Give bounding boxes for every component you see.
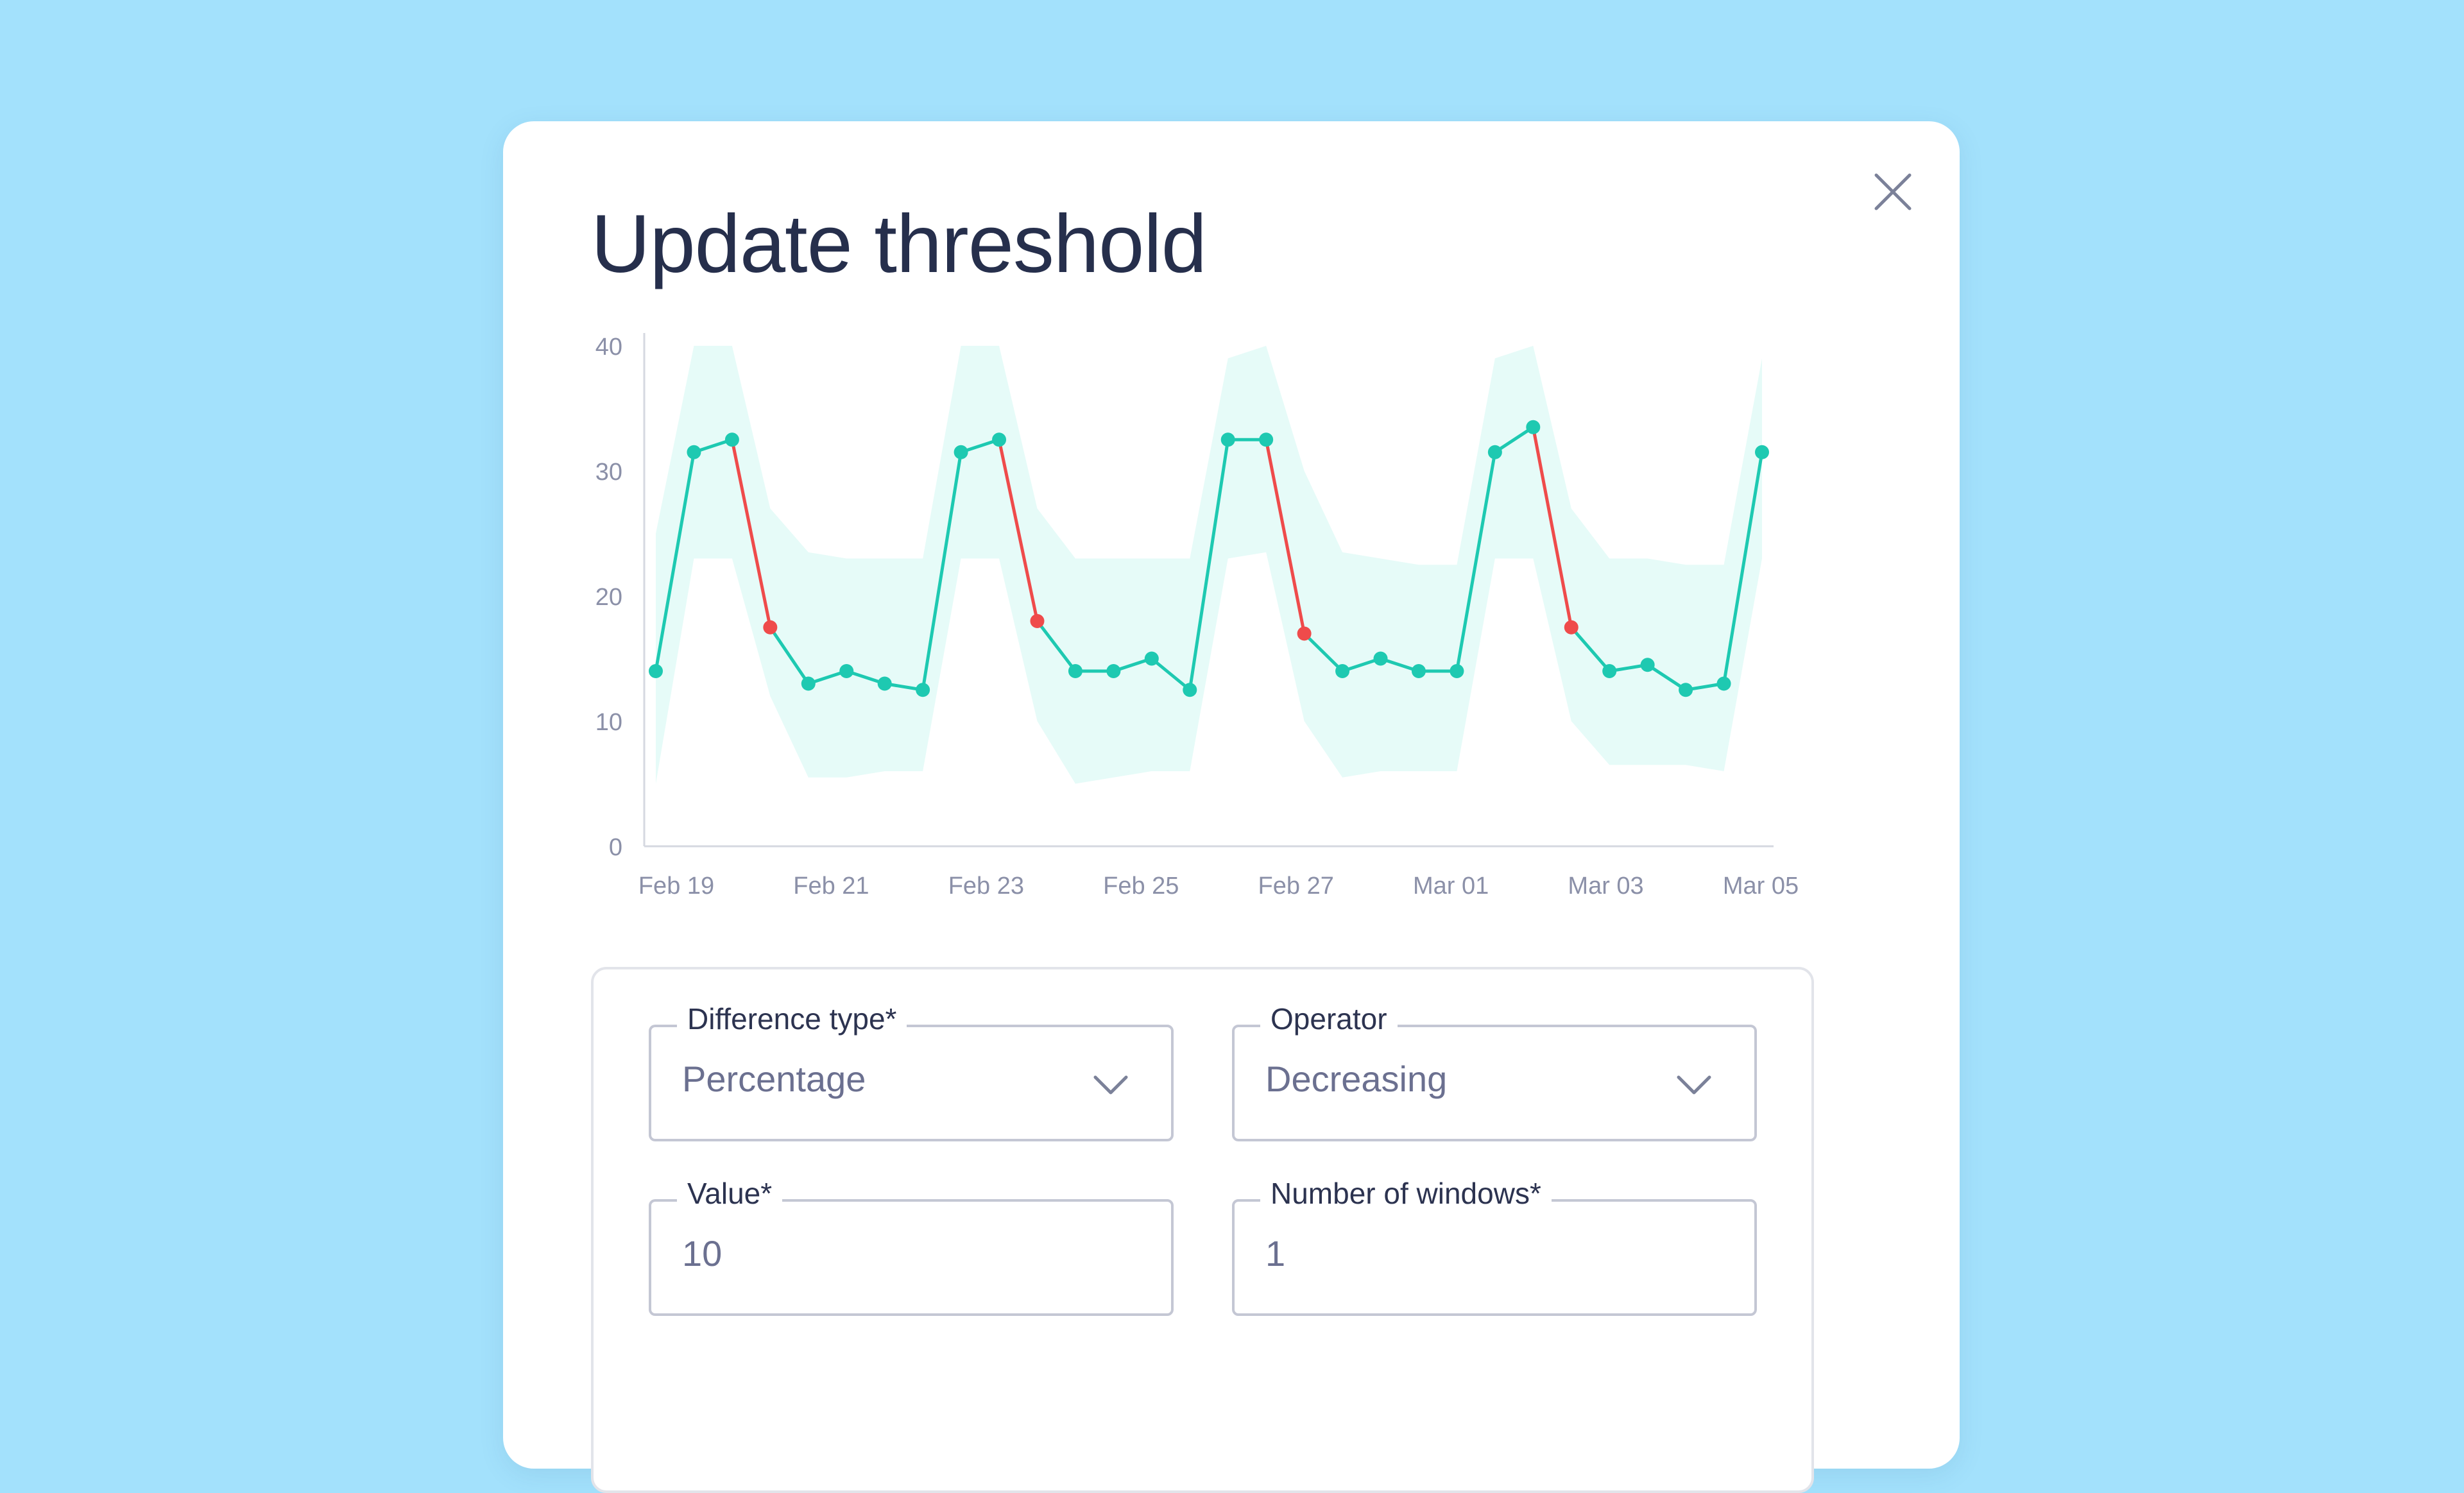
y-tick-label: 20	[595, 584, 622, 611]
x-tick-label: Feb 27	[1258, 873, 1334, 900]
threshold-chart: 40 30 20 10 0 Feb 19 Feb 21 Feb 23 Feb 25 Feb 27 M…	[595, 333, 1799, 900]
data-point	[1373, 651, 1388, 666]
difference-type-value: Percentage	[682, 1059, 866, 1099]
difference-type-label: Difference type*	[677, 1002, 907, 1036]
y-tick-label: 0	[609, 834, 622, 861]
series-line-segment	[921, 450, 963, 692]
data-point	[992, 432, 1007, 447]
data-point	[1716, 676, 1731, 691]
x-tick-label: Mar 01	[1413, 873, 1489, 900]
number-of-windows-label: Number of windows*	[1260, 1176, 1552, 1211]
x-tick-label: Feb 25	[1103, 873, 1179, 900]
series-line-segment	[1722, 450, 1764, 685]
data-point	[877, 676, 892, 691]
data-point	[724, 432, 739, 447]
chevron-down-icon	[1677, 1075, 1711, 1095]
series-line-segment	[768, 626, 810, 685]
data-point	[687, 445, 701, 459]
alert-line-segment	[1264, 438, 1306, 635]
x-tick-label: Feb 21	[793, 873, 869, 900]
y-tick-label: 10	[595, 709, 622, 736]
series-line-segment	[1570, 626, 1611, 673]
alert-data-point	[1030, 614, 1045, 628]
data-point	[1259, 432, 1274, 447]
series-line-segment	[654, 450, 696, 673]
number-of-windows-input[interactable]: Number of windows* 1	[1232, 1176, 1757, 1316]
y-tick-label: 40	[595, 334, 622, 361]
close-icon	[1874, 173, 1912, 210]
y-tick-label: 30	[595, 459, 622, 486]
alert-data-point	[1564, 620, 1579, 635]
data-point	[1068, 664, 1082, 678]
alert-line-segment	[730, 438, 772, 629]
operator-label: Operator	[1260, 1002, 1398, 1036]
alert-line-segment	[997, 438, 1039, 623]
update-threshold-dialog: Update threshold 40 30 20 10 0 Feb 19 Feb 21 Fe…	[503, 121, 1960, 1493]
value-label: Value*	[677, 1176, 783, 1211]
data-point	[1755, 445, 1769, 459]
data-point	[649, 664, 663, 678]
series-line-segment	[1188, 438, 1230, 692]
x-tick-label: Feb 23	[948, 873, 1024, 900]
dialog-title: Update threshold	[591, 198, 1207, 290]
data-point	[1106, 664, 1121, 678]
data-point	[1679, 683, 1693, 697]
difference-type-select[interactable]: Difference type* Percentage	[649, 1002, 1174, 1141]
data-point	[839, 664, 854, 678]
data-point	[1144, 651, 1159, 666]
alert-data-point	[763, 620, 778, 635]
x-tick-label: Feb 19	[638, 873, 714, 900]
series-line-segment	[1303, 632, 1344, 673]
series-line-segment	[1150, 657, 1192, 692]
x-tick-label: Mar 05	[1723, 873, 1799, 900]
data-point	[801, 676, 816, 691]
close-button[interactable]	[1867, 166, 1919, 218]
chevron-down-icon	[1093, 1075, 1128, 1095]
alert-data-point	[1297, 626, 1312, 641]
data-point	[1450, 664, 1464, 678]
data-point	[1487, 445, 1502, 459]
x-tick-label: Mar 03	[1568, 873, 1643, 900]
data-point	[954, 445, 968, 459]
alert-line-segment	[1531, 425, 1573, 629]
operator-value: Decreasing	[1265, 1059, 1448, 1099]
series-line-segment	[1035, 619, 1077, 673]
data-point	[1335, 664, 1350, 678]
threshold-form: Difference type* Percentage Operator Dec…	[591, 967, 1814, 1493]
series-line-segment	[1493, 425, 1535, 454]
data-point	[1411, 664, 1426, 678]
value-input[interactable]: Value* 10	[649, 1176, 1174, 1316]
series-line-segment	[1455, 450, 1497, 673]
value-field-value: 10	[682, 1233, 723, 1274]
data-point	[1183, 683, 1197, 697]
data-point	[1526, 420, 1541, 434]
number-of-windows-value: 1	[1265, 1233, 1286, 1274]
data-point	[916, 683, 930, 697]
operator-select[interactable]: Operator Decreasing	[1232, 1002, 1757, 1141]
data-point	[1220, 432, 1235, 447]
data-point	[1640, 658, 1655, 672]
series-line-segment	[1646, 663, 1688, 692]
data-point	[1602, 664, 1617, 678]
